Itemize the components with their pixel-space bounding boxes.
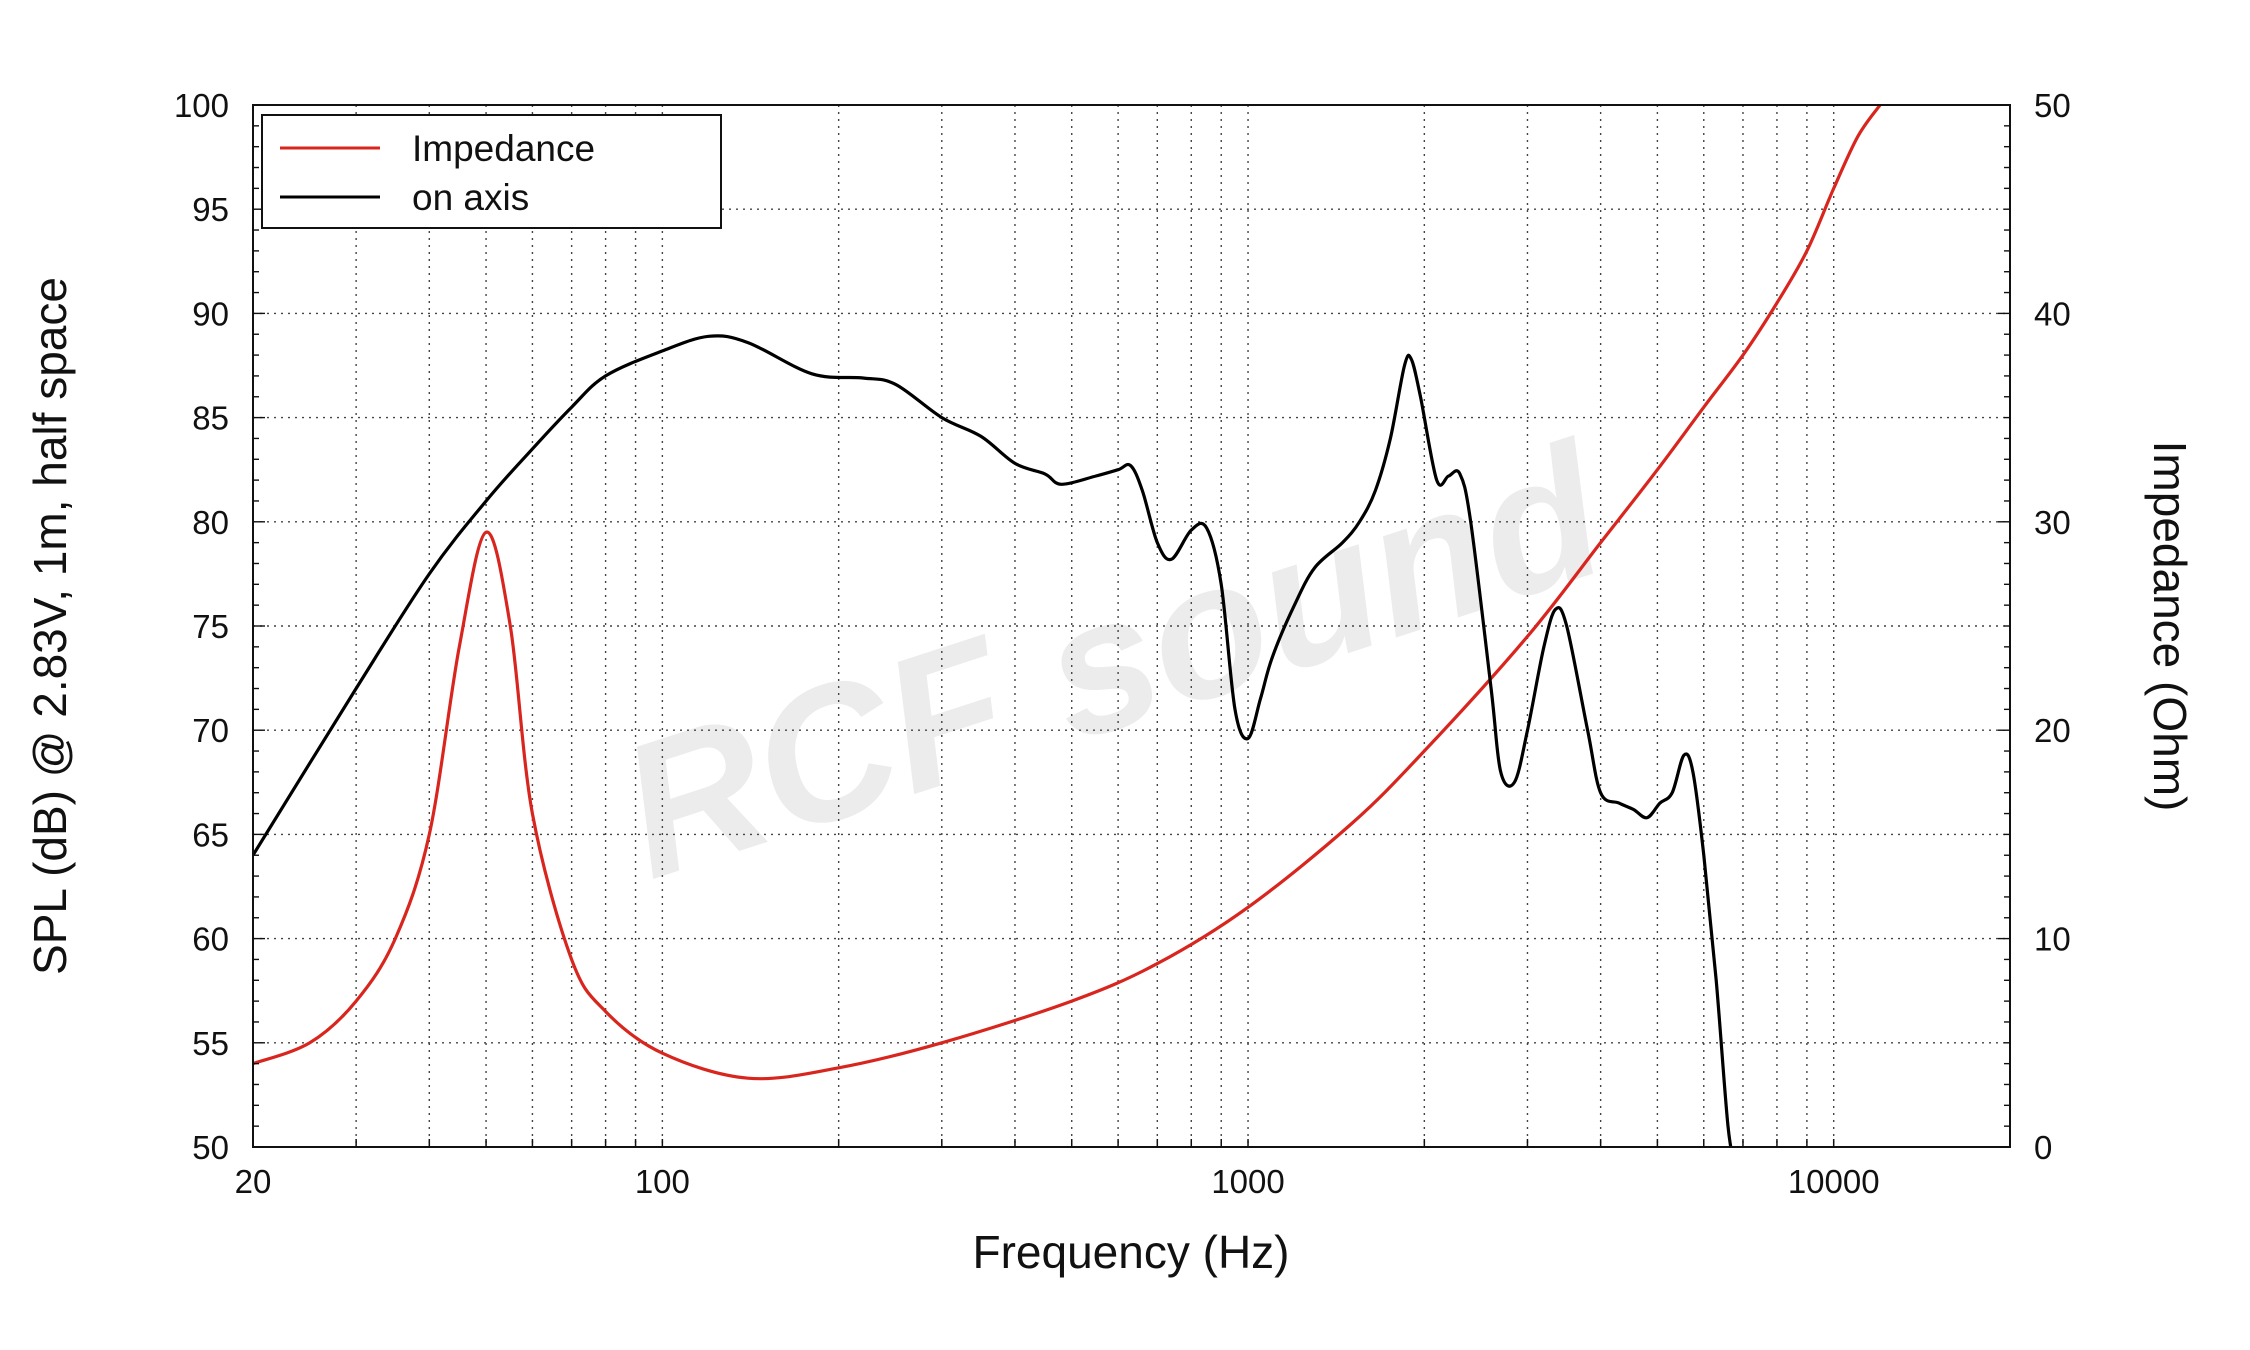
x-tick-label: 10000 [1788, 1163, 1880, 1200]
x-tick-label: 100 [635, 1163, 690, 1200]
y-left-tick-label: 75 [192, 608, 229, 645]
y-left-tick-label: 95 [192, 191, 229, 228]
y-right-tick-label: 40 [2034, 295, 2071, 332]
y-left-tick-label: 70 [192, 712, 229, 749]
y-left-tick-label: 85 [192, 400, 229, 437]
y-left-tick-label: 90 [192, 295, 229, 332]
y-right-tick-label: 0 [2034, 1129, 2052, 1166]
legend-label-on-axis: on axis [412, 177, 529, 218]
y-left-tick-label: 80 [192, 504, 229, 541]
y-right-tick-label: 20 [2034, 712, 2071, 749]
grid-lines [253, 105, 2010, 1147]
series-line-on-axis [253, 334, 1733, 1147]
watermark-text: RCF sound [597, 403, 1630, 919]
legend-box [261, 114, 722, 229]
y-left-tick-label: 50 [192, 1129, 229, 1166]
y-left-tick-label: 100 [174, 87, 229, 124]
y-left-axis-title: SPL (dB) @ 2.83V, 1m, half space [24, 277, 76, 975]
y-left-tick-label: 65 [192, 816, 229, 853]
series-line-impedance [253, 105, 1882, 1081]
x-axis-title: Frequency (Hz) [973, 1226, 1290, 1278]
x-tick-label: 1000 [1211, 1163, 1284, 1200]
tick-labels: 20 100 1000 1000050556065707580859095100010… [174, 87, 2071, 1200]
y-left-tick-label: 60 [192, 921, 229, 958]
curves [253, 105, 1882, 1147]
tick-marks [253, 104, 2010, 1148]
y-right-tick-label: 10 [2034, 921, 2071, 958]
x-tick-label: 20 [235, 1163, 272, 1200]
y-left-tick-label: 55 [192, 1025, 229, 1062]
y-right-tick-label: 30 [2034, 504, 2071, 541]
legend: Impedance on axis [261, 114, 722, 229]
legend-label-impedance: Impedance [412, 128, 595, 169]
y-right-tick-label: 50 [2034, 87, 2071, 124]
y-right-axis-title: Impedance (Ohm) [2144, 441, 2196, 812]
